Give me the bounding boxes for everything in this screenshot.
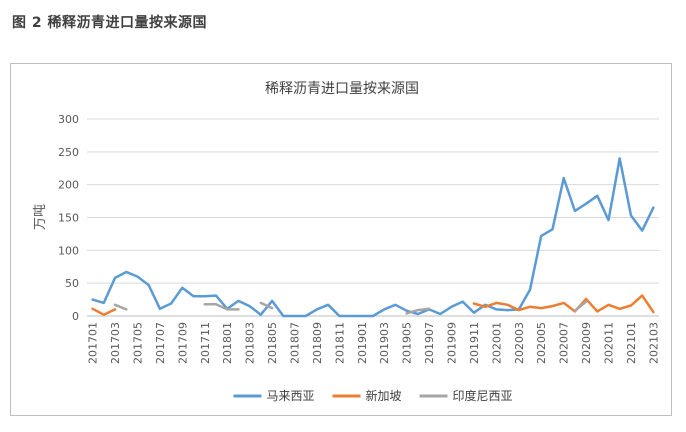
y-tick-label: 200 xyxy=(58,179,79,192)
x-tick-label: 201811 xyxy=(333,322,346,364)
y-tick-labels: 0 50 100 150 200 250 300 xyxy=(58,113,79,323)
y-tick-label: 0 xyxy=(72,310,79,323)
x-tick-label: 201801 xyxy=(221,322,234,364)
x-tick-label: 201803 xyxy=(244,322,257,364)
legend-label: 马来西亚 xyxy=(266,389,314,403)
legend-item: 印度尼西亚 xyxy=(419,388,513,403)
x-tick-label: 201909 xyxy=(446,322,459,364)
x-tick-label: 202101 xyxy=(625,322,638,364)
legend-item: 马来西亚 xyxy=(233,389,314,403)
series-line-segment xyxy=(573,300,588,312)
x-tick-label: 202011 xyxy=(603,322,616,364)
grid-lines xyxy=(87,118,659,284)
legend: 马来西亚 新加坡 印度尼西亚 xyxy=(233,388,513,403)
chart-frame xyxy=(10,63,672,416)
x-tick-label: 202007 xyxy=(558,322,571,364)
x-tick-label: 201911 xyxy=(468,322,481,364)
chart-title: 稀释沥青进口量按来源国 xyxy=(265,81,419,97)
y-tick-label: 100 xyxy=(58,244,79,257)
x-tick-label: 201809 xyxy=(311,322,324,364)
series-新加坡 xyxy=(91,294,655,316)
x-tick-label: 202009 xyxy=(580,322,593,364)
series-line-segment xyxy=(405,307,431,315)
series-马来西亚 xyxy=(91,157,655,318)
legend-item: 新加坡 xyxy=(332,388,402,403)
series-line-segment xyxy=(91,157,655,318)
y-tick-label: 300 xyxy=(58,113,79,126)
series-line-segment xyxy=(203,302,240,311)
figure-caption: 图 2 稀释沥青进口量按来源国 xyxy=(12,15,207,31)
series-line-segment xyxy=(259,301,274,310)
x-tick-label: 201701 xyxy=(87,322,100,364)
y-tick-label: 150 xyxy=(58,212,79,225)
y-tick-label: 50 xyxy=(65,277,79,290)
x-tick-labels: 201701 201703 201705 201707 201709 201711 2018… xyxy=(87,322,661,364)
x-tick-label: 201907 xyxy=(423,322,436,364)
x-tick-label: 202003 xyxy=(513,322,526,364)
x-tick-label: 201711 xyxy=(199,322,212,364)
series-line-segment xyxy=(113,303,128,311)
legend-label: 印度尼西亚 xyxy=(453,388,513,403)
y-tick-label: 250 xyxy=(58,146,79,159)
x-tick-label: 202005 xyxy=(535,322,548,364)
legend-label: 新加坡 xyxy=(365,388,401,403)
x-tick-label: 201905 xyxy=(401,322,414,364)
y-axis-label: 万吨 xyxy=(33,204,48,230)
x-tick-label: 201903 xyxy=(378,322,391,364)
series-印度尼西亚 xyxy=(113,300,588,315)
series-lines xyxy=(91,157,655,318)
x-tick-label: 201709 xyxy=(176,322,189,364)
x-tick-label: 201707 xyxy=(154,322,167,364)
series-line-segment xyxy=(472,294,655,314)
x-tick-label: 201703 xyxy=(109,322,122,364)
x-tick-label: 201901 xyxy=(356,322,369,364)
x-tick-label: 202103 xyxy=(647,322,660,364)
x-tick-label: 201805 xyxy=(266,322,279,364)
x-tick-label: 202001 xyxy=(490,322,503,364)
x-tick-label: 201807 xyxy=(288,322,301,364)
series-line-segment xyxy=(91,307,117,316)
x-tick-label: 201705 xyxy=(131,322,144,364)
